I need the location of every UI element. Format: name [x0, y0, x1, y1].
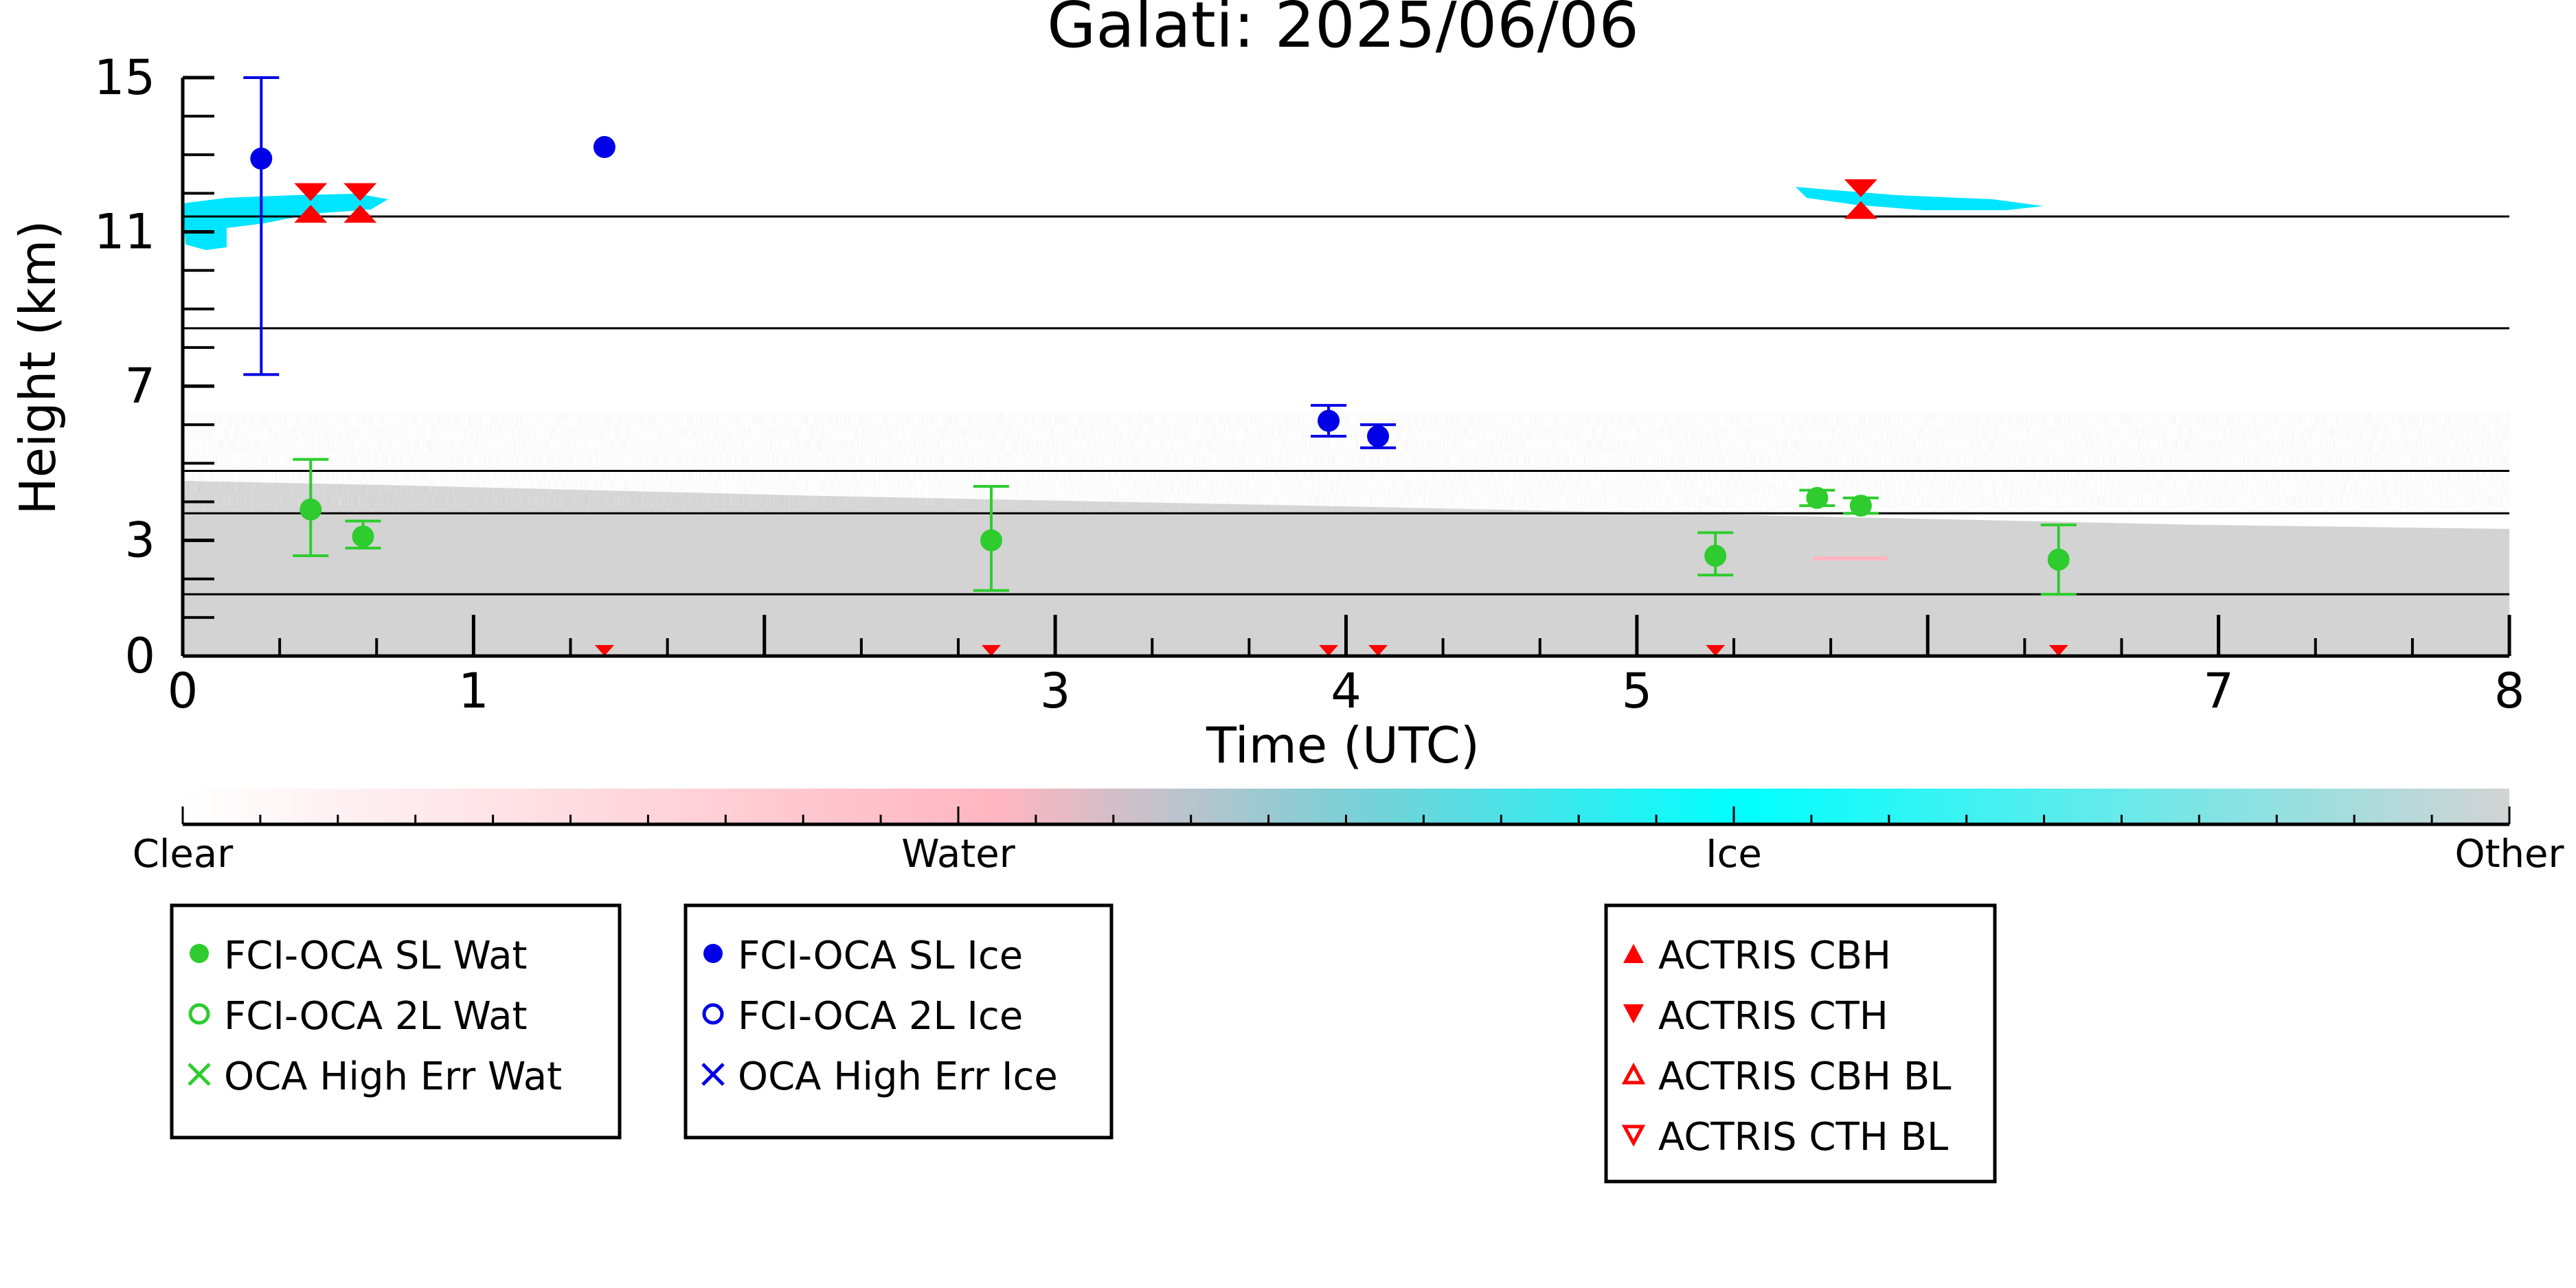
x-tick-label: 5 [1622, 663, 1653, 719]
water-point [1849, 495, 1872, 517]
actris-cth-marker [2048, 645, 2068, 656]
legend-marker-filled-circle [190, 944, 209, 963]
colorbar-ticks: Clear Water Ice Other [133, 806, 2564, 877]
legend-label: FCI-OCA SL Wat [224, 934, 528, 978]
ice-point [1367, 425, 1390, 448]
y-tick-label: 3 [124, 512, 155, 569]
legend-frame [170, 903, 622, 1140]
ice-cloud-left [183, 194, 388, 250]
y-tick-label: 15 [94, 49, 155, 106]
legend-frame [1604, 903, 1997, 1184]
legend-label: OCA High Err Wat [224, 1054, 562, 1099]
reference-lines [183, 215, 2509, 596]
legend-marker-filled-up [1623, 944, 1644, 963]
water-point [1704, 545, 1727, 567]
legend-box: FCI-OCA SL Wat FCI-OCA 2L Wat OCA High Err… [170, 903, 622, 1140]
x-ticks: 0 1 3 4 5 7 8 [168, 615, 2525, 719]
y-tick-label: 7 [124, 358, 155, 414]
legend-label: ACTRIS CBH [1658, 934, 1891, 978]
legend-label: ACTRIS CTH [1658, 994, 1888, 1039]
actris-cbh-marker [294, 205, 328, 223]
colorbar-label: Clear [133, 832, 234, 877]
colorbar-label: Other [2454, 832, 2564, 877]
colorbar-label: Water [901, 832, 1016, 877]
legend-frame [683, 903, 1114, 1140]
actris-cth-marker [294, 183, 328, 201]
legend-label: OCA High Err Ice [738, 1054, 1058, 1099]
legend-box: ACTRIS CBH ACTRIS CTH ACTRIS CBH BL ACTRIS … [1604, 903, 1997, 1184]
ice-point [250, 147, 273, 170]
x-tick-label: 3 [1040, 663, 1071, 719]
water-point [1806, 486, 1829, 509]
actris-cth-marker [343, 183, 377, 201]
ice-point [1318, 409, 1340, 432]
legend-label: FCI-OCA 2L Ice [738, 994, 1023, 1039]
x-tick-label: 1 [458, 663, 489, 719]
legend-box: FCI-OCA SL Ice FCI-OCA 2L Ice OCA High Err… [683, 903, 1114, 1140]
boundary-layer-image [183, 481, 2509, 656]
ice-point [593, 136, 615, 159]
y-tick-label: 0 [124, 628, 155, 684]
x-axis-label: Time (UTC) [1206, 716, 1480, 774]
water-cloud-speck [1814, 556, 1888, 561]
legends: FCI-OCA SL Wat FCI-OCA 2L Wat OCA High Err… [170, 903, 1997, 1184]
actris-cth-marker [594, 645, 614, 656]
legend-marker-filled-circle [703, 944, 723, 963]
legend-label: FCI-OCA 2L Wat [224, 994, 528, 1039]
markers [250, 136, 2070, 656]
x-tick-label: 7 [2203, 663, 2234, 719]
cloud-image [183, 187, 2509, 656]
actris-cbh-marker [343, 205, 377, 223]
legend-label: FCI-OCA SL Ice [738, 934, 1023, 978]
colorbar-label: Ice [1706, 832, 1762, 877]
legend-marker-cross [701, 1063, 725, 1086]
legend-marker-open-down [1621, 1125, 1646, 1147]
actris-cth-marker [1319, 645, 1339, 656]
legend-marker-open-circle [702, 1003, 724, 1025]
legend-marker-open-circle [188, 1003, 210, 1025]
actris-cth-marker [1368, 645, 1388, 656]
legend-marker-filled-down [1623, 1004, 1644, 1024]
colorbar: Clear Water Ice Other [133, 789, 2564, 877]
legend-marker-open-up [1621, 1062, 1646, 1085]
water-point [2047, 548, 2070, 571]
water-point [980, 529, 1002, 552]
chart-title: Galati: 2025/06/06 [1047, 0, 1639, 62]
legend-label: ACTRIS CBH BL [1658, 1054, 1951, 1099]
actris-cth-marker [1844, 179, 1877, 198]
legend-marker-cross [188, 1063, 211, 1086]
water-point [352, 525, 374, 547]
x-tick-label: 4 [1331, 663, 1362, 719]
x-tick-label: 0 [168, 663, 199, 719]
x-tick-label: 8 [2494, 663, 2525, 719]
actris-cth-marker [1706, 645, 1726, 656]
actris-cbh-marker [1844, 201, 1877, 219]
y-axis-label: Height (km) [9, 221, 67, 515]
boundary-layer-noise [183, 412, 2509, 515]
ice-cloud-right [1796, 187, 2044, 210]
legend-label: ACTRIS CTH BL [1658, 1115, 1948, 1160]
water-point [300, 498, 322, 521]
y-ticks: 0 3 7 11 15 [94, 49, 214, 684]
actris-cth-marker [981, 645, 1001, 656]
y-tick-label: 11 [94, 204, 155, 260]
